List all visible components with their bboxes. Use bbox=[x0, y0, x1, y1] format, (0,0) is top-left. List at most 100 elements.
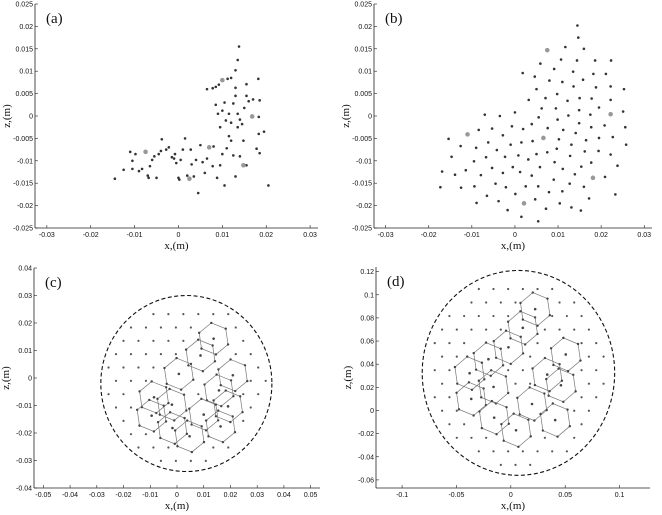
scatter-point bbox=[223, 101, 226, 104]
cell-center-point bbox=[152, 395, 156, 399]
cell-vertex-point bbox=[155, 411, 158, 415]
cell-vertex-point bbox=[539, 412, 542, 416]
scatter-point bbox=[448, 423, 451, 426]
cell-vertex-point bbox=[518, 413, 521, 416]
scatter-point bbox=[557, 137, 561, 141]
cell-vertex-point bbox=[477, 379, 481, 382]
scatter-point bbox=[484, 155, 488, 159]
scatter-point bbox=[245, 163, 248, 167]
cell-vertex-point bbox=[165, 382, 168, 386]
scatter-point bbox=[547, 190, 551, 194]
x-tick-label: -0.02 bbox=[421, 232, 437, 239]
scatter-point bbox=[221, 152, 224, 156]
cell-center-point bbox=[150, 414, 153, 417]
highlighted-point bbox=[590, 175, 596, 181]
scatter-point bbox=[211, 86, 214, 90]
cell-vertex-point bbox=[519, 301, 522, 305]
cell-vertex-point bbox=[163, 366, 166, 370]
scatter-point bbox=[255, 147, 258, 151]
panel-label: (b) bbox=[385, 11, 403, 27]
cell-center-point bbox=[521, 326, 525, 330]
scatter-point bbox=[486, 141, 490, 144]
cell-vertex-point bbox=[203, 383, 206, 386]
scatter-point bbox=[218, 125, 222, 129]
highlighted-point bbox=[249, 114, 255, 119]
scatter-point bbox=[578, 96, 581, 100]
scatter-point bbox=[249, 353, 252, 356]
cell-center-point bbox=[553, 418, 557, 422]
y-tick-label: 0.02 bbox=[358, 24, 372, 31]
cell-vertex-point bbox=[214, 403, 218, 406]
cell-vertex-point bbox=[138, 424, 141, 427]
x-tick-label: -0.02 bbox=[116, 492, 132, 499]
x-tick-label: 0.03 bbox=[303, 232, 317, 239]
scatter-point bbox=[587, 328, 590, 331]
scatter-point bbox=[581, 78, 585, 82]
cell-vertex-point bbox=[484, 341, 488, 344]
x-tick-label: 0.04 bbox=[277, 492, 291, 499]
cell-vertex-point bbox=[192, 378, 195, 381]
cell-vertex-point bbox=[558, 362, 561, 366]
scatter-point bbox=[597, 106, 601, 109]
scatter-point bbox=[538, 165, 542, 169]
cell-vertex-point bbox=[489, 369, 493, 372]
scatter-point bbox=[134, 152, 137, 156]
cell-vertex-point bbox=[521, 352, 525, 355]
cell-vertex-point bbox=[531, 367, 534, 370]
scatter-point bbox=[181, 148, 185, 151]
y-tick-label: -0.025 bbox=[13, 226, 33, 233]
scatter-point bbox=[152, 366, 155, 369]
scatter-point bbox=[217, 83, 221, 86]
scatter-point bbox=[242, 419, 245, 422]
cell-center-point bbox=[212, 337, 215, 340]
cell-vertex-point bbox=[148, 398, 151, 402]
scatter-point bbox=[573, 409, 576, 412]
scatter-point bbox=[485, 436, 488, 439]
scatter-point bbox=[503, 155, 507, 159]
scatter-point bbox=[153, 155, 156, 158]
scatter-point bbox=[535, 152, 538, 156]
scatter-point bbox=[517, 154, 520, 157]
cell-vertex-point bbox=[457, 408, 461, 411]
scatter-point bbox=[189, 459, 192, 462]
cell-vertex-point bbox=[545, 377, 548, 381]
scatter-point bbox=[137, 339, 140, 342]
y-tick-label: -0.02 bbox=[16, 431, 32, 438]
scatter-point bbox=[113, 177, 117, 181]
scatter-point bbox=[552, 67, 556, 71]
scatter-point bbox=[441, 328, 444, 331]
scatter-point bbox=[544, 207, 548, 211]
scatter-point bbox=[511, 165, 515, 169]
scatter-point bbox=[470, 328, 473, 331]
scatter-point bbox=[201, 160, 204, 164]
scatter-point bbox=[146, 174, 150, 177]
scatter-point bbox=[573, 436, 576, 439]
scatter-point bbox=[122, 339, 125, 342]
scatter-point bbox=[215, 176, 219, 180]
scatter-point bbox=[551, 314, 554, 318]
scatter-point bbox=[551, 287, 554, 291]
scatter-point bbox=[234, 69, 237, 72]
scatter-point bbox=[257, 366, 260, 369]
y-tick-label: -0.01 bbox=[17, 158, 33, 165]
scatter-point bbox=[573, 172, 577, 176]
scatter-point bbox=[539, 62, 542, 65]
cell-vertex-point bbox=[504, 375, 508, 378]
x-tick-label: -0.03 bbox=[378, 232, 394, 239]
scatter-point bbox=[603, 124, 606, 127]
scatter-point bbox=[227, 112, 231, 116]
scatter-point bbox=[448, 342, 451, 345]
scatter-point bbox=[584, 138, 588, 142]
scatter-point bbox=[555, 147, 559, 151]
cell-vertex-point bbox=[507, 391, 510, 395]
cell-vertex-point bbox=[523, 343, 527, 346]
x-tick-label: 0.05 bbox=[304, 492, 318, 499]
scatter-point bbox=[174, 326, 177, 329]
scatter-point bbox=[122, 393, 125, 396]
scatter-point bbox=[455, 409, 458, 412]
scatter-point bbox=[582, 47, 586, 51]
cell-vertex-point bbox=[207, 435, 210, 438]
scatter-point bbox=[234, 326, 237, 329]
cell-vertex-point bbox=[502, 439, 505, 442]
scatter-point bbox=[152, 313, 155, 316]
